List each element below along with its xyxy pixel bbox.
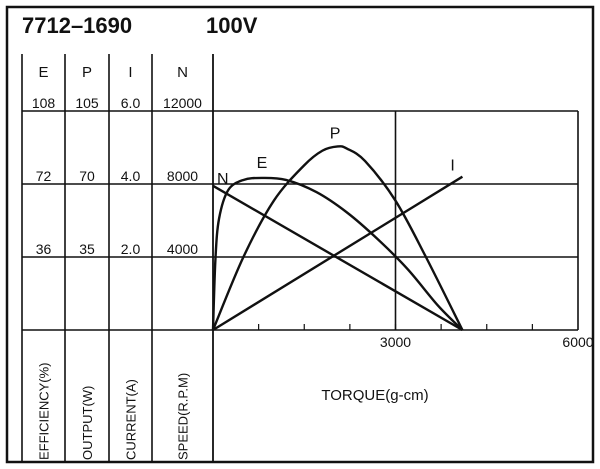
axis-title-n: SPEED(R.P.M)	[176, 373, 191, 460]
y-tick-label-e-0: 36	[36, 241, 52, 257]
series-label-n: N	[217, 171, 229, 188]
y-tick-label-i-0: 2.0	[121, 241, 141, 257]
y-tick-label-i-1: 4.0	[121, 168, 141, 184]
axis-title-i: CURRENT(A)	[124, 379, 139, 460]
y-tick-label-n-1: 8000	[167, 168, 198, 184]
x-axis-title: TORQUE(g-cm)	[321, 387, 428, 404]
series-labels: N I E P	[217, 125, 455, 187]
x-tick-label-0: 3000	[380, 334, 411, 350]
series-line-i	[212, 175, 464, 332]
y-tick-label-p-2: 105	[75, 95, 99, 111]
chart-title: 7712–1690	[22, 13, 132, 38]
axis-header-i: I	[128, 64, 132, 81]
outer-frame	[5, 5, 595, 464]
axis-header-e: E	[38, 64, 48, 81]
series-line-e	[211, 176, 464, 331]
chart-subtitle: 100V	[206, 13, 258, 38]
y-tick-label-i-2: 6.0	[121, 95, 141, 111]
y-tick-label-n-0: 4000	[167, 241, 198, 257]
series-line-p	[211, 145, 464, 331]
series-label-p: P	[330, 125, 341, 142]
y-tick-label-n-2: 12000	[163, 95, 202, 111]
y-tick-label-e-2: 108	[32, 95, 56, 111]
grid	[21, 54, 579, 462]
series-lines	[211, 145, 464, 332]
y-tick-label-e-1: 72	[36, 168, 52, 184]
axis-header-p: P	[82, 64, 92, 81]
series-label-i: I	[450, 158, 454, 175]
series-label-e: E	[257, 155, 268, 172]
y-tick-label-p-0: 35	[79, 241, 95, 257]
axis-title-p: OUTPUT(W)	[80, 386, 95, 460]
axis-header-n: N	[177, 64, 188, 81]
series-line-n	[212, 184, 464, 332]
x-tick-label-1: 6000	[562, 334, 593, 350]
tick-labels: E 36 72 108 EFFICIENCY(%) P 35 70 105 OUTPUT(W) I 2…	[32, 64, 594, 460]
axis-title-e: EFFICIENCY(%)	[37, 363, 52, 461]
y-tick-label-p-1: 70	[79, 168, 95, 184]
